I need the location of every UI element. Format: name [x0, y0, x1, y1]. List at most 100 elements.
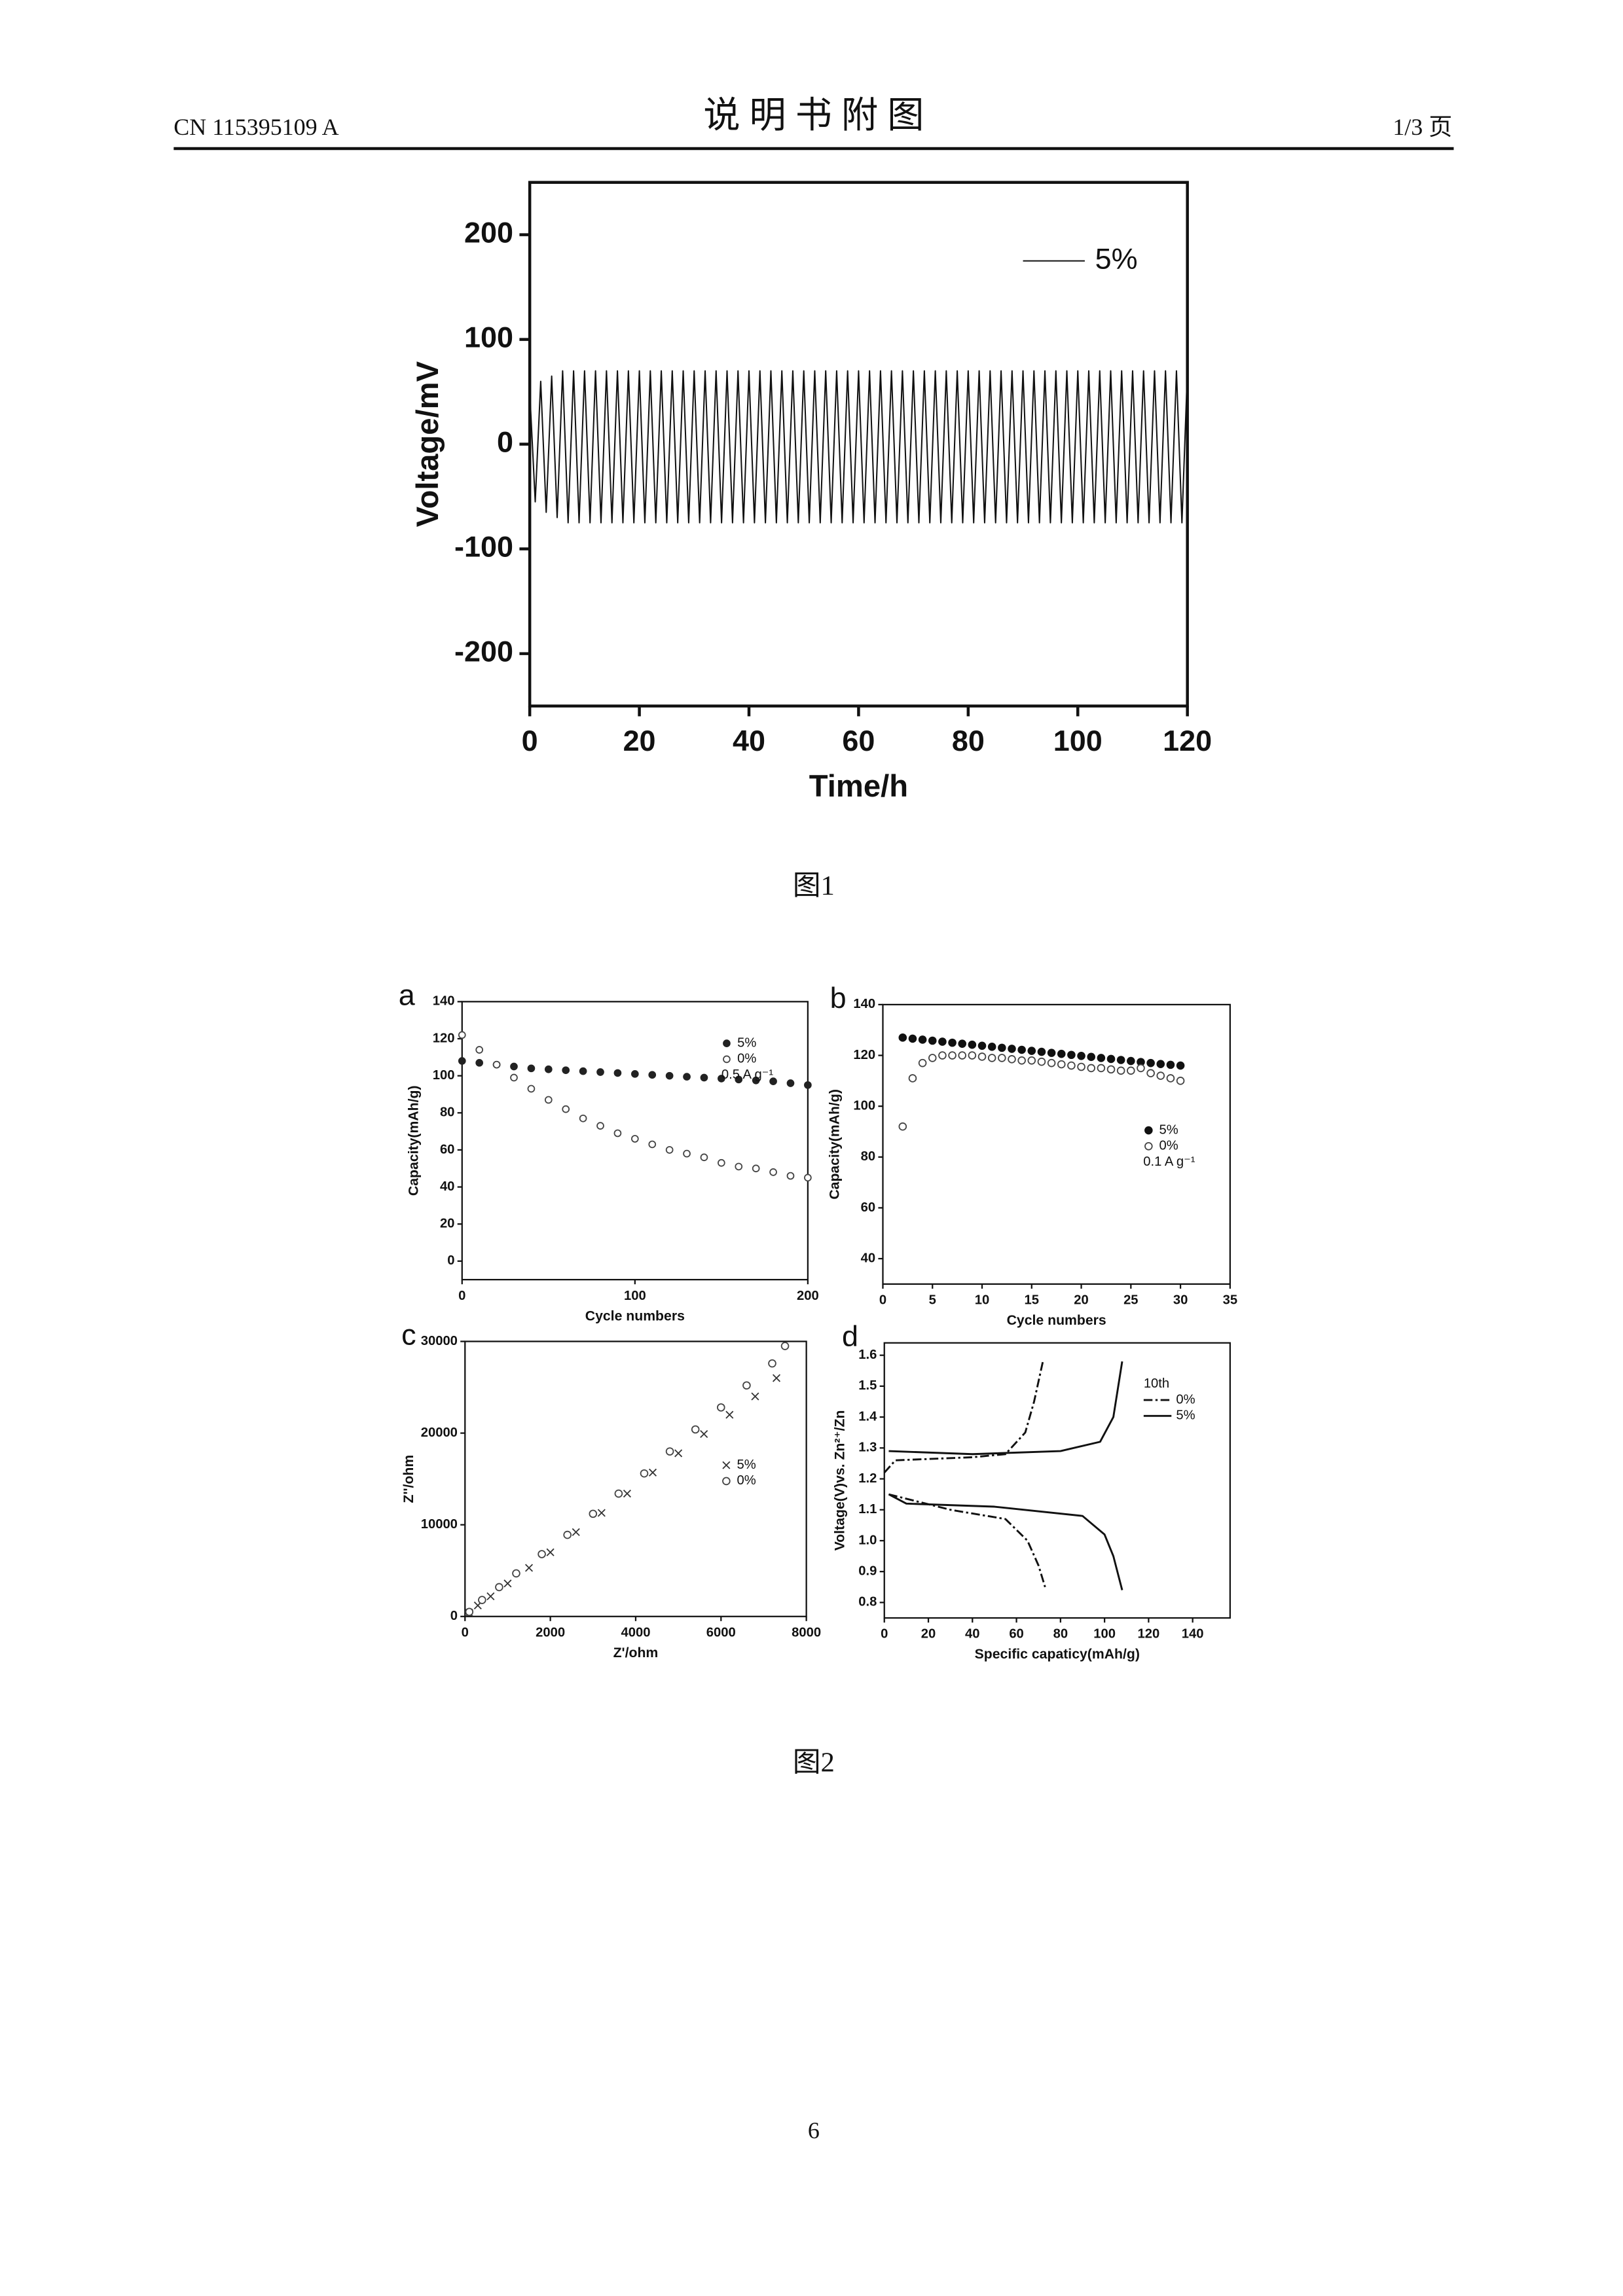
legend-swatch	[723, 1039, 731, 1047]
data-line	[883, 1361, 1046, 1588]
data-point	[478, 1596, 486, 1604]
y-tick-label: 0.9	[858, 1564, 877, 1579]
data-point	[1027, 1056, 1036, 1065]
data-point	[700, 1429, 708, 1439]
data-point	[1116, 1066, 1125, 1075]
y-tick-label: 60	[440, 1142, 455, 1157]
data-point	[597, 1509, 606, 1517]
data-point	[640, 1469, 649, 1478]
data-point	[546, 1548, 555, 1556]
data-point	[1156, 1071, 1165, 1080]
y-tick-label: 120	[433, 1031, 455, 1045]
y-axis-label: Voltage(V)vs. Zn²⁺/Zn	[833, 1410, 848, 1551]
legend-swatch	[1144, 1142, 1153, 1151]
data-point	[987, 1054, 996, 1062]
data-point	[769, 1168, 777, 1176]
x-tick-label: 0	[879, 1293, 886, 1307]
y-tick-label: 1.6	[858, 1348, 877, 1362]
data-point	[1067, 1061, 1076, 1070]
legend-swatch	[722, 1461, 731, 1469]
x-axis-label: Cycle numbers	[1007, 1313, 1106, 1328]
data-point	[977, 1052, 987, 1061]
x-tick-label: 120	[1138, 1627, 1160, 1641]
figure-caption: 图1	[793, 870, 835, 901]
data-point	[1057, 1060, 1066, 1069]
data-point	[674, 1449, 683, 1458]
data-point	[492, 1060, 501, 1069]
data-point	[948, 1051, 957, 1060]
y-tick-label: 40	[861, 1251, 876, 1265]
data-point	[1047, 1058, 1056, 1067]
x-tick-label: 60	[842, 724, 875, 757]
y-tick-label: 1.4	[858, 1409, 877, 1424]
x-tick-label: 4000	[621, 1625, 650, 1640]
data-point	[1077, 1062, 1085, 1071]
data-line	[529, 370, 1188, 524]
y-tick-label: 60	[861, 1200, 876, 1215]
y-tick-label: 1.1	[858, 1502, 877, 1516]
x-tick-label: 80	[952, 724, 985, 757]
data-point	[630, 1135, 639, 1143]
x-tick-label: 35	[1223, 1293, 1237, 1307]
data-point	[1027, 1047, 1036, 1055]
y-tick-label: 120	[853, 1048, 875, 1062]
data-point	[589, 1509, 598, 1518]
legend-label: 5%	[737, 1458, 756, 1472]
data-point	[579, 1114, 587, 1122]
data-point	[563, 1530, 572, 1539]
x-tick-label: 40	[733, 724, 765, 757]
y-tick-label: 80	[440, 1105, 455, 1120]
figure-caption: 图2	[793, 1748, 835, 1778]
data-point	[544, 1065, 553, 1073]
x-axis-label: Z'/ohm	[613, 1645, 659, 1660]
data-point	[1037, 1057, 1046, 1066]
x-tick-label: 140	[1182, 1627, 1204, 1641]
data-point	[918, 1035, 927, 1044]
legend-label: 0%	[737, 1052, 756, 1066]
x-tick-label: 15	[1025, 1293, 1040, 1307]
x-tick-label: 0	[522, 724, 538, 757]
data-point	[786, 1172, 795, 1180]
x-tick-label: 25	[1123, 1293, 1138, 1307]
data-point	[572, 1528, 580, 1536]
x-tick-label: 0	[462, 1625, 469, 1640]
y-axis-label: Capacity(mAh/g)	[827, 1089, 842, 1200]
data-point	[735, 1075, 743, 1084]
data-point	[804, 1174, 812, 1182]
data-point	[683, 1073, 691, 1081]
data-point	[938, 1051, 947, 1060]
data-point	[1146, 1058, 1155, 1067]
data-point	[524, 1564, 534, 1572]
data-point	[1017, 1056, 1026, 1065]
data-point	[998, 1054, 1006, 1062]
data-point	[614, 1489, 623, 1498]
data-point	[503, 1579, 512, 1588]
y-axis-label: Z''/ohm	[401, 1455, 416, 1503]
data-point	[772, 1374, 781, 1382]
data-point	[1057, 1049, 1066, 1058]
y-axis-label: Voltage/mV	[410, 361, 445, 527]
x-tick-label: 20	[921, 1627, 936, 1641]
data-point	[458, 1031, 466, 1039]
y-tick-label: 100	[433, 1068, 455, 1083]
legend-label: 5%	[1095, 242, 1138, 276]
data-point	[1166, 1060, 1175, 1069]
data-point	[898, 1122, 907, 1131]
data-point	[486, 1592, 495, 1600]
page-number: 6	[808, 2117, 820, 2144]
data-point	[700, 1153, 708, 1162]
y-tick-label: 30000	[421, 1334, 458, 1348]
data-point	[752, 1076, 760, 1085]
y-tick-label: 80	[861, 1149, 876, 1164]
data-point	[987, 1043, 996, 1051]
data-point	[786, 1079, 795, 1087]
data-point	[768, 1359, 776, 1368]
data-point	[1008, 1055, 1016, 1064]
data-point	[977, 1041, 987, 1050]
data-point	[1008, 1045, 1016, 1053]
panel-label: b	[830, 981, 847, 1014]
x-tick-label: 5	[929, 1293, 936, 1307]
data-point	[700, 1073, 708, 1082]
